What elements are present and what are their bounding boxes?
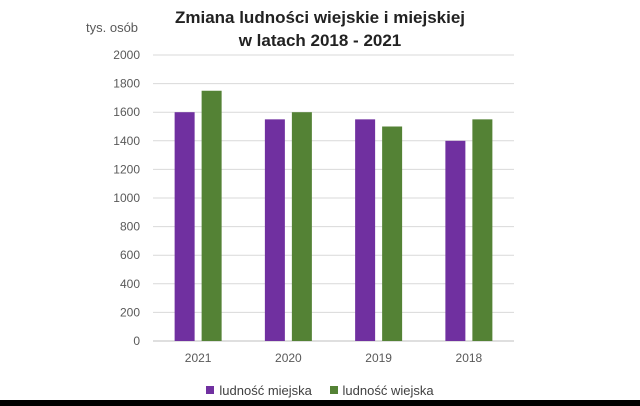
- y-tick-label: 2000: [113, 48, 140, 62]
- y-tick-label: 1800: [113, 77, 140, 91]
- bar-series-2-2021: [201, 90, 222, 341]
- x-tick-label: 2020: [275, 351, 302, 365]
- bar-series-2-2020: [291, 112, 312, 341]
- y-tick-label: 1200: [113, 162, 140, 176]
- y-tick-label: 1600: [113, 105, 140, 119]
- y-tick-label: 0: [133, 334, 140, 348]
- bar-series-2-2018: [472, 119, 493, 341]
- y-tick-label: 200: [120, 305, 140, 319]
- legend-label-series-2: ludność wiejska: [342, 382, 434, 398]
- legend-swatch-series-2: [329, 386, 338, 394]
- x-tick-label: 2018: [456, 351, 483, 365]
- x-tick-label: 2019: [365, 351, 392, 365]
- bar-series-1-2019: [355, 119, 376, 341]
- y-tick-label: 800: [120, 220, 140, 234]
- bar-series-2-2019: [382, 126, 403, 341]
- y-tick-label: 1400: [113, 134, 140, 148]
- legend-item-series-1: ludność miejska: [206, 383, 312, 398]
- legend-item-series-2: ludność wiejska: [329, 382, 434, 398]
- chart-title-line-2: w latach 2018 - 2021: [238, 31, 402, 50]
- y-tick-label: 600: [120, 248, 140, 262]
- x-tick-label: 2021: [185, 351, 212, 365]
- bar-series-1-2021: [174, 112, 195, 341]
- bar-series-1-2018: [445, 140, 466, 341]
- bar-series-1-2020: [264, 119, 285, 341]
- chart-title-line-1: Zmiana ludności wiejskie i miejskiej: [174, 8, 466, 27]
- chart-legend: ludność miejska ludność wiejska: [0, 382, 640, 398]
- y-tick-label: 400: [120, 277, 140, 291]
- legend-swatch-series-1: [206, 386, 215, 394]
- y-tick-label: 1000: [113, 191, 140, 205]
- legend-label-series-1: ludność miejska: [219, 382, 312, 398]
- y-axis-unit-label: tys. osób: [86, 20, 139, 35]
